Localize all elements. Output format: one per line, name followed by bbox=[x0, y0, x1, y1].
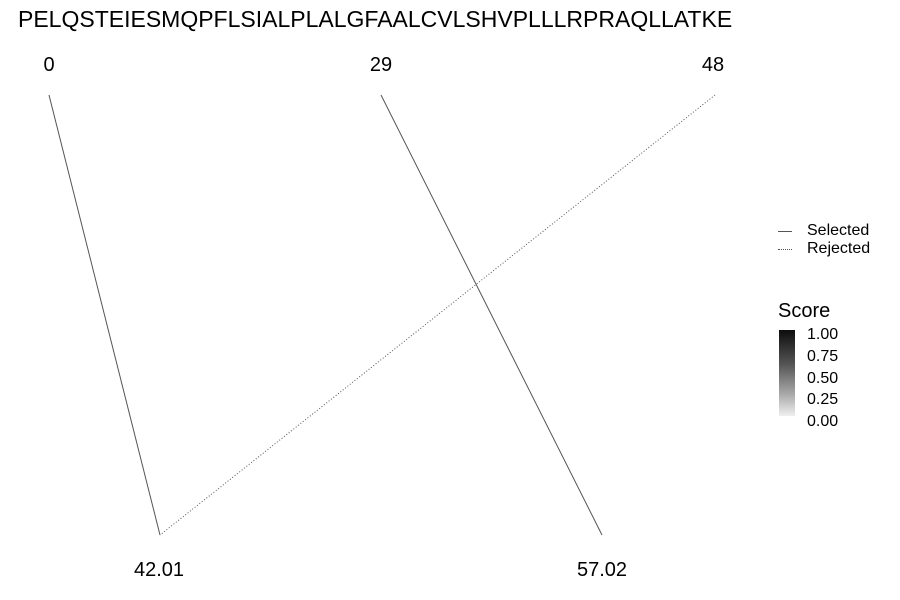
solid-line-icon bbox=[778, 230, 792, 232]
legend-label-selected: Selected bbox=[807, 222, 870, 239]
legend-label-rejected: Rejected bbox=[807, 240, 871, 257]
bottom-node-label: 42.01 bbox=[133, 559, 185, 581]
peptide-sequence: PELQSTEIESMQPFLSIALPLALGFAALCVLSHVPLLLRP… bbox=[18, 6, 733, 32]
score-tick-label: 0.75 bbox=[807, 348, 839, 365]
edge-29-to-57-02 bbox=[380, 94, 603, 536]
edge-48-to-42-01 bbox=[159, 94, 716, 536]
top-node-label: 29 bbox=[369, 54, 393, 76]
bottom-node-label: 57.02 bbox=[576, 559, 628, 581]
score-tick-label: 0.25 bbox=[807, 391, 839, 408]
score-tick-label: 0.00 bbox=[807, 413, 839, 430]
legend-entry-rejected: Rejected bbox=[778, 240, 870, 258]
dotted-line-icon bbox=[778, 248, 792, 250]
score-legend-body: 1.00 0.75 0.50 0.25 0.00 bbox=[778, 327, 838, 430]
score-tick-label: 1.00 bbox=[807, 326, 839, 343]
line-type-legend: Selected Rejected bbox=[778, 222, 870, 258]
score-legend: Score 1.00 0.75 0.50 0.25 0.00 bbox=[778, 300, 838, 430]
edge-0-to-42-01 bbox=[48, 94, 161, 536]
score-gradient-bar bbox=[779, 330, 795, 416]
score-legend-title: Score bbox=[778, 300, 831, 322]
score-tick-label: 0.50 bbox=[807, 370, 839, 387]
top-node-label: 0 bbox=[43, 54, 55, 76]
legend-entry-selected: Selected bbox=[778, 222, 870, 240]
top-node-label: 48 bbox=[701, 54, 725, 76]
